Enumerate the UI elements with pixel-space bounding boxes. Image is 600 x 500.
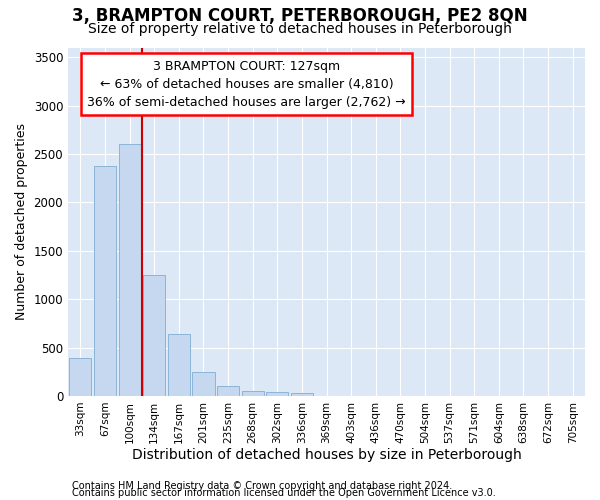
Text: Contains HM Land Registry data © Crown copyright and database right 2024.: Contains HM Land Registry data © Crown c… xyxy=(72,481,452,491)
Bar xyxy=(242,390,264,396)
Bar xyxy=(291,392,313,396)
Bar xyxy=(119,144,140,396)
Bar xyxy=(168,334,190,396)
Text: Size of property relative to detached houses in Peterborough: Size of property relative to detached ho… xyxy=(88,22,512,36)
X-axis label: Distribution of detached houses by size in Peterborough: Distribution of detached houses by size … xyxy=(131,448,521,462)
Text: 3, BRAMPTON COURT, PETERBOROUGH, PE2 8QN: 3, BRAMPTON COURT, PETERBOROUGH, PE2 8QN xyxy=(72,8,528,26)
Bar xyxy=(193,372,215,396)
Bar xyxy=(143,275,165,396)
Bar xyxy=(94,166,116,396)
Text: Contains public sector information licensed under the Open Government Licence v3: Contains public sector information licen… xyxy=(72,488,496,498)
Y-axis label: Number of detached properties: Number of detached properties xyxy=(15,123,28,320)
Bar xyxy=(266,392,289,396)
Text: 3 BRAMPTON COURT: 127sqm
← 63% of detached houses are smaller (4,810)
36% of sem: 3 BRAMPTON COURT: 127sqm ← 63% of detach… xyxy=(87,60,406,108)
Bar xyxy=(217,386,239,396)
Bar xyxy=(69,358,91,396)
